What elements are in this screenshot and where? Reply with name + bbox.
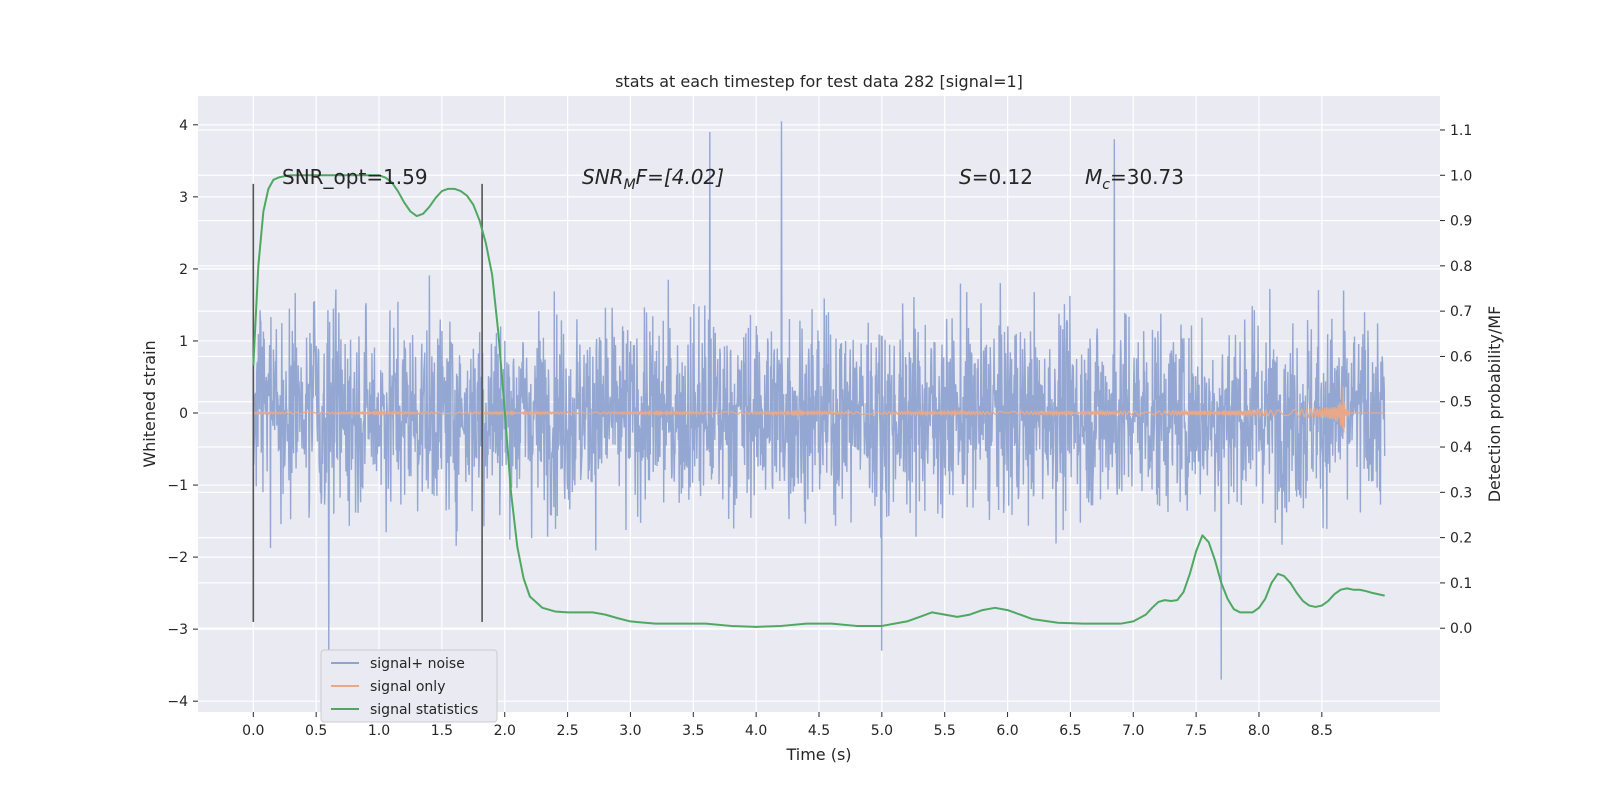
y-left-axis-label: Whitened strain: [140, 340, 159, 467]
x-tick-label: 4.5: [808, 723, 830, 739]
x-tick-label: 4.0: [745, 723, 767, 739]
s-var: S: [959, 165, 972, 189]
snr-mf-sub: M: [624, 177, 636, 193]
x-tick-label: 1.5: [431, 723, 453, 739]
annotations: SNR_opt=1.59 SNRMF=[4.02] S=0.12 Mc=30.7…: [282, 165, 1184, 193]
annotation-snr-mf: SNRMF=[4.02]: [582, 165, 724, 193]
x-tick-label: 0.5: [305, 723, 327, 739]
x-tick-label: 6.0: [996, 723, 1018, 739]
x-tick-label: 1.0: [368, 723, 390, 739]
x-tick-label: 3.0: [619, 723, 641, 739]
y-right-tick-label: 0.4: [1450, 440, 1472, 456]
vertical-markers: [252, 183, 483, 622]
y-right-tick-label: 0.5: [1450, 395, 1472, 411]
y-left-axis-ticks: −4 −3 −2 −1 0 1 2 3 4: [167, 118, 198, 710]
y-left-tick-label: 0: [179, 406, 188, 422]
y-right-tick-label: 0.6: [1450, 349, 1472, 365]
x-tick-label: 0.0: [242, 723, 264, 739]
legend-box: [320, 649, 498, 723]
snr-mf-var: SNR: [582, 165, 624, 189]
series-signal-only: [252, 386, 1385, 433]
y-left-tick-label: 1: [179, 334, 188, 350]
y-left-tick-label: −4: [167, 694, 188, 710]
y-right-tick-label: 0.2: [1450, 531, 1472, 547]
y-right-tick-label: 0.3: [1450, 485, 1472, 501]
y-right-tick-label: 0.7: [1450, 304, 1472, 320]
mc-value: =30.73: [1110, 165, 1184, 189]
y-left-tick-label: −2: [167, 550, 188, 566]
y-left-tick-label: 2: [179, 262, 188, 278]
y-right-tick-label: 0.9: [1450, 214, 1472, 230]
y-left-tick-label: −3: [167, 622, 188, 638]
series-signal-statistics: [252, 174, 1385, 628]
y-right-axis-label: Detection probability/MF: [1485, 306, 1504, 503]
annotation-s: S=0.12: [959, 165, 1033, 189]
s-value: =0.12: [972, 165, 1033, 189]
legend-label-signal-plus-noise: signal+ noise: [370, 656, 465, 672]
snr-mf-value: F=[4.02]: [636, 165, 724, 189]
x-tick-label: 7.5: [1185, 723, 1207, 739]
x-tick-label: 5.0: [871, 723, 893, 739]
x-tick-label: 2.0: [494, 723, 516, 739]
signal-only-line: [252, 386, 1385, 433]
y-left-tick-label: −1: [167, 478, 188, 494]
mc-sub: c: [1102, 177, 1110, 193]
y-right-tick-label: 0.8: [1450, 259, 1472, 275]
x-tick-label: 8.0: [1248, 723, 1270, 739]
x-tick-label: 6.5: [1059, 723, 1081, 739]
x-tick-label: 5.5: [934, 723, 956, 739]
annotation-snr-opt: SNR_opt=1.59: [282, 165, 428, 189]
y-right-tick-label: 0.0: [1450, 621, 1472, 637]
legend: signal+ noise signal only signal statist…: [320, 649, 498, 723]
x-tick-label: 8.5: [1311, 723, 1333, 739]
y-left-tick-label: 3: [179, 190, 188, 206]
y-right-axis-ticks: 0.0 0.1 0.2 0.3 0.4 0.5 0.6 0.7 0.8 0.9 1.0 1.1: [1440, 123, 1472, 637]
x-tick-label: 2.5: [556, 723, 578, 739]
legend-label-signal-only: signal only: [370, 679, 445, 695]
y-right-tick-label: 0.1: [1450, 576, 1472, 592]
chart-title: stats at each timestep for test data 282…: [615, 72, 1023, 91]
x-tick-label: 7.0: [1122, 723, 1144, 739]
legend-label-signal-statistics: signal statistics: [370, 702, 478, 718]
x-axis-ticks: 0.0 0.5 1.0 1.5 2.0 2.5 3.0 3.5 4.0 4.5 5.0 5.5 6.0 6…: [242, 712, 1333, 739]
x-axis-label: Time (s): [785, 745, 851, 764]
x-tick-label: 3.5: [682, 723, 704, 739]
annotation-mc: Mc=30.73: [1085, 165, 1184, 193]
y-left-tick-label: 4: [179, 118, 188, 134]
y-right-tick-label: 1.1: [1450, 123, 1472, 139]
mc-var: M: [1085, 165, 1102, 189]
y-right-tick-label: 1.0: [1450, 168, 1472, 184]
signal-plus-noise-line: [252, 121, 1386, 680]
signal-statistics-line: [252, 174, 1385, 628]
series-signal-plus-noise: [252, 121, 1386, 680]
